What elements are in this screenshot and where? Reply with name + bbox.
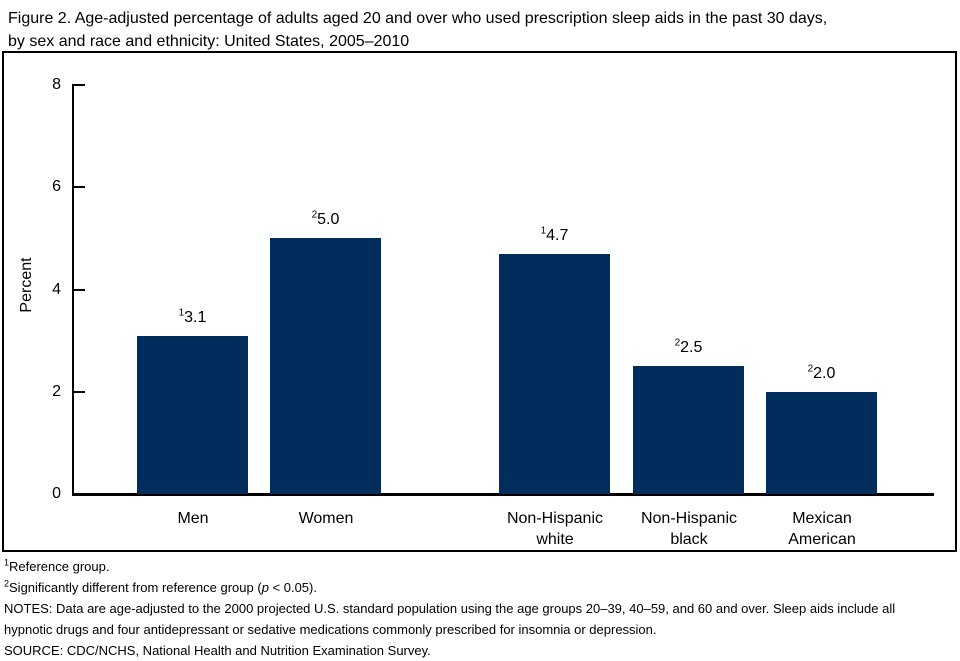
bar <box>137 336 248 494</box>
category-label-line: Mexican <box>792 510 852 527</box>
figure-title-line1: Figure 2. Age-adjusted percentage of adu… <box>8 10 828 27</box>
bar-value-label: 14.7 <box>540 225 569 244</box>
footnote-reference: 1Reference group. <box>4 556 895 577</box>
significance-superscript: 1 <box>178 307 185 319</box>
footnote-1-text: Reference group. <box>9 559 110 574</box>
y-tick-label: 4 <box>52 280 61 298</box>
bar <box>499 254 610 494</box>
significance-superscript: 2 <box>311 209 318 221</box>
y-tick <box>72 288 85 291</box>
category-label-line: Non-Hispanic <box>506 510 604 527</box>
category-label-line: black <box>670 531 708 548</box>
category-label: Non-Hispanic black <box>609 508 769 550</box>
significance-superscript: 1 <box>540 225 547 237</box>
bar-value-label: 25.0 <box>311 209 340 228</box>
notes-line-1: NOTES: Data are age-adjusted to the 2000… <box>4 601 896 616</box>
y-tick <box>72 84 85 86</box>
category-label: Men <box>113 508 273 529</box>
significance-superscript: 2 <box>674 337 681 349</box>
bar-value-label: 22.5 <box>674 337 703 356</box>
chart-frame: Percent 0 2 4 6 8 13.1 Men 25.0 Women 14.7 Non-His… <box>2 51 957 552</box>
bar <box>766 392 877 494</box>
x-axis-line <box>72 493 934 496</box>
category-label-line: Men <box>177 510 209 527</box>
category-label-line: white <box>536 531 574 548</box>
y-tick-label: 8 <box>52 76 61 93</box>
footnote-1-superscript: 1 <box>4 557 10 568</box>
footnote-2-text-after: < 0.05). <box>268 580 317 595</box>
bar-value-label: 22.0 <box>807 363 836 382</box>
footnote-significance: 2Significantly different from reference … <box>4 577 895 598</box>
category-label-line: Non-Hispanic <box>640 510 738 527</box>
bar <box>633 366 744 494</box>
figure-title: Figure 2. Age-adjusted percentage of adu… <box>8 7 827 53</box>
footnotes: 1Reference group. 2Significantly differe… <box>4 556 895 661</box>
bar <box>270 238 381 494</box>
y-tick-label: 0 <box>52 485 61 502</box>
plot-area: Percent 0 2 4 6 8 13.1 Men 25.0 Women 14.7 Non-His… <box>4 53 955 550</box>
y-axis-line <box>72 85 74 496</box>
category-label: Non-Hispanic white <box>475 508 635 550</box>
footnote-2-p-italic: p <box>261 580 269 595</box>
y-tick <box>72 186 85 189</box>
y-tick-label: 2 <box>52 382 61 400</box>
category-label-line: Women <box>298 510 354 527</box>
footnote-2-text-before: Significantly different from reference g… <box>9 580 262 595</box>
footnote-2-superscript: 2 <box>4 578 10 589</box>
category-label-line: American <box>788 531 856 548</box>
y-tick-label: 6 <box>52 178 61 196</box>
figure-title-line2: by sex and race and ethnicity: United St… <box>8 33 410 50</box>
category-label: Women <box>246 508 406 529</box>
source-text: SOURCE: CDC/NCHS, National Health and Nu… <box>4 643 431 658</box>
notes-line-2: hypnotic drugs and four antidepressant o… <box>4 622 657 637</box>
y-tick <box>72 390 85 393</box>
category-label: Mexican American <box>742 508 902 550</box>
bar-value-label: 13.1 <box>178 307 207 326</box>
significance-superscript: 2 <box>807 363 814 375</box>
